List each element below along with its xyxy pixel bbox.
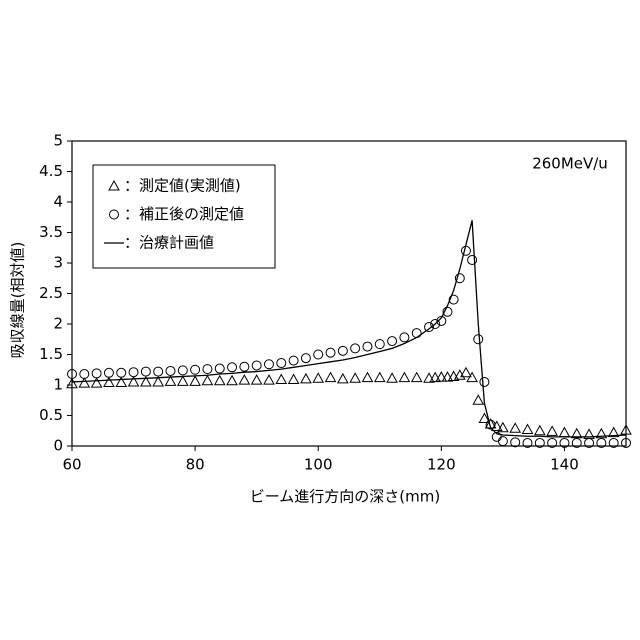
x-tick-label: 120 bbox=[427, 456, 456, 474]
x-tick-label: 100 bbox=[304, 456, 333, 474]
page: 260MeV/u ビーム進行方向の深さ(mm) 吸収線量(相対値) 0 0.5 1 1… bbox=[0, 0, 640, 640]
x-tick-label: 60 bbox=[62, 456, 81, 474]
annotation: 260MeV/u bbox=[532, 155, 608, 173]
y-tick-label: 4 bbox=[53, 193, 63, 211]
y-tick-label: 4.5 bbox=[39, 162, 63, 180]
y-tick-label: 2 bbox=[53, 315, 63, 333]
background bbox=[0, 0, 640, 640]
y-tick-label: 2.5 bbox=[39, 284, 63, 302]
y-tick-label: 0.5 bbox=[39, 406, 63, 424]
chart: 260MeV/u ビーム進行方向の深さ(mm) 吸収線量(相対値) 0 0.5 1 1… bbox=[0, 0, 640, 640]
y-tick-label: 1.5 bbox=[39, 345, 63, 363]
y-axis-label: 吸収線量(相対値) bbox=[9, 242, 27, 359]
y-tick-label: 3.5 bbox=[39, 223, 63, 241]
y-tick-label: 5 bbox=[53, 132, 63, 150]
x-axis-label: ビーム進行方向の深さ(mm) bbox=[250, 488, 440, 506]
legend-label: ：治療計画値 bbox=[124, 234, 214, 252]
y-tick-label: 0 bbox=[53, 437, 63, 455]
y-tick-label: 1 bbox=[53, 376, 63, 394]
x-tick-label: 80 bbox=[186, 456, 205, 474]
x-tick-label: 140 bbox=[550, 456, 579, 474]
y-tick-label: 3 bbox=[53, 254, 63, 272]
legend-label: ：補正後の測定値 bbox=[124, 205, 244, 223]
legend-label: ：測定値(実測値) bbox=[124, 177, 241, 195]
